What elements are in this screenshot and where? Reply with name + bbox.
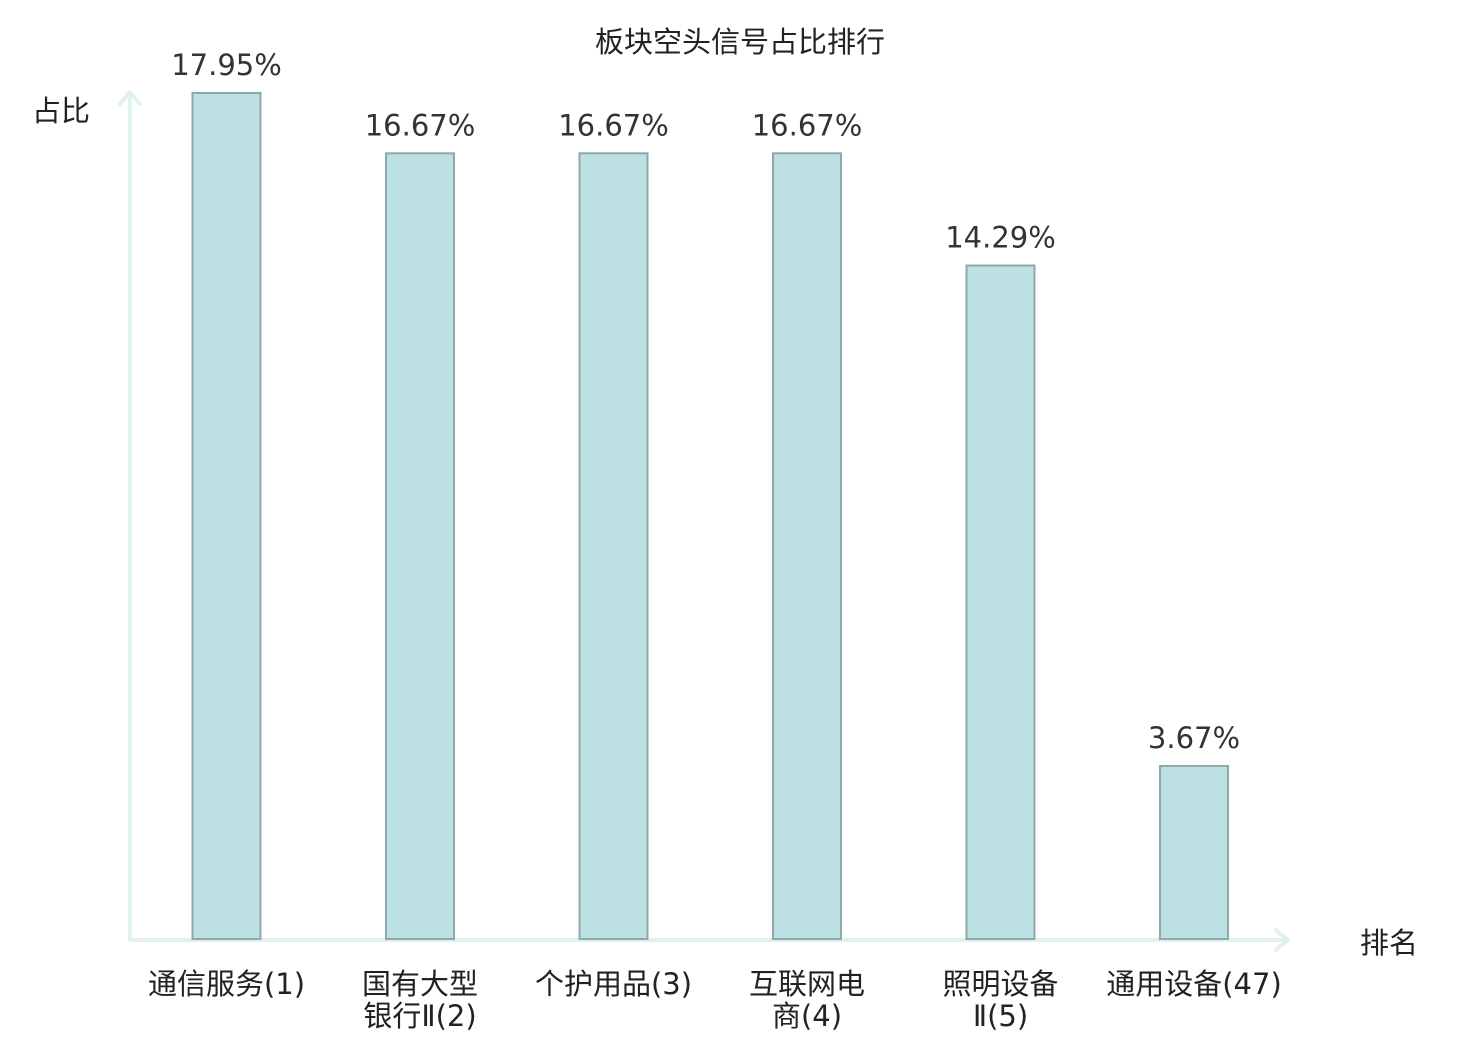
chart-title: 板块空头信号占比排行 xyxy=(595,25,885,59)
bar-5 xyxy=(965,264,1036,940)
value-label-3: 16.67% xyxy=(558,108,669,142)
category-label-2-line-2: 银行Ⅱ(2) xyxy=(363,999,476,1033)
category-label-3: 个护用品(3) xyxy=(535,967,692,1001)
value-label-6: 3.67% xyxy=(1148,721,1240,755)
bar-2 xyxy=(385,152,455,941)
category-label-4-line-2: 商(4) xyxy=(772,999,842,1033)
category-label-4-line-1: 互联网电 xyxy=(749,967,865,1001)
value-labels-group: 17.95% 16.67% 16.67% 16.67% 14.29% 3.67% xyxy=(171,48,1240,755)
bars-group xyxy=(191,92,1229,941)
value-label-4: 16.67% xyxy=(752,108,863,142)
bar-3 xyxy=(578,152,649,941)
x-axis-label: 排名 xyxy=(1360,926,1418,960)
category-label-5-line-1: 照明设备 xyxy=(942,967,1058,1001)
category-label-6: 通用设备(47) xyxy=(1106,967,1282,1001)
category-label-2-line-1: 国有大型 xyxy=(362,967,478,1001)
bar-4 xyxy=(772,152,842,941)
y-axis-label: 占比 xyxy=(32,94,90,128)
category-label-1: 通信服务(1) xyxy=(148,967,305,1001)
bar-6 xyxy=(1159,765,1229,940)
value-label-5: 14.29% xyxy=(945,221,1056,255)
value-label-1: 17.95% xyxy=(171,48,282,82)
value-label-2: 16.67% xyxy=(365,108,476,142)
category-label-5-line-2: Ⅱ(5) xyxy=(973,999,1028,1033)
bar-1 xyxy=(191,92,262,940)
x-axis-arrow xyxy=(1274,928,1290,952)
